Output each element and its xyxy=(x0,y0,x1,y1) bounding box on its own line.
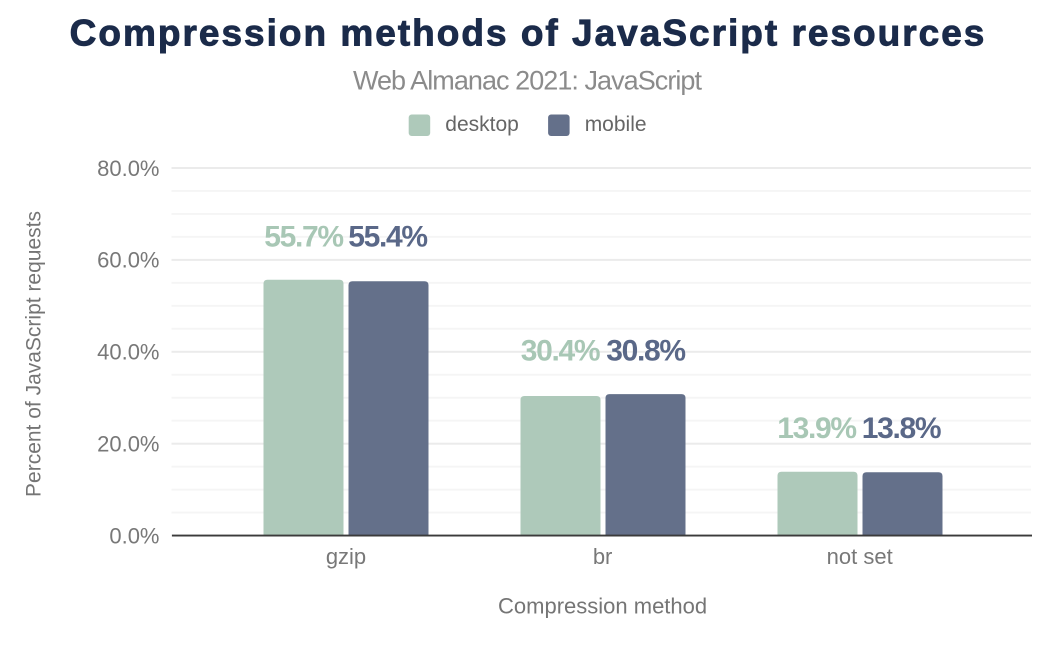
svg-text:0.0%: 0.0% xyxy=(109,523,159,548)
svg-text:desktop: desktop xyxy=(445,113,519,136)
svg-text:55.7%: 55.7% xyxy=(264,220,343,253)
svg-text:13.8%: 13.8% xyxy=(862,412,941,445)
svg-text:Percent of JavaScript requests: Percent of JavaScript requests xyxy=(23,211,46,497)
svg-text:Web Almanac 2021: JavaScript: Web Almanac 2021: JavaScript xyxy=(353,65,703,95)
svg-text:13.9%: 13.9% xyxy=(777,412,856,445)
svg-text:60.0%: 60.0% xyxy=(97,248,159,273)
svg-text:30.8%: 30.8% xyxy=(606,335,685,368)
svg-text:55.4%: 55.4% xyxy=(348,220,427,253)
svg-text:mobile: mobile xyxy=(585,113,647,136)
svg-text:80.0%: 80.0% xyxy=(97,156,159,181)
svg-text:40.0%: 40.0% xyxy=(97,340,159,365)
svg-text:gzip: gzip xyxy=(326,544,366,569)
svg-text:br: br xyxy=(593,544,613,569)
svg-text:Compression methods of JavaScr: Compression methods of JavaScript resour… xyxy=(70,13,987,54)
svg-text:Compression method: Compression method xyxy=(498,593,707,618)
svg-text:20.0%: 20.0% xyxy=(97,431,159,456)
svg-text:not set: not set xyxy=(827,544,893,569)
svg-text:30.4%: 30.4% xyxy=(521,335,600,368)
